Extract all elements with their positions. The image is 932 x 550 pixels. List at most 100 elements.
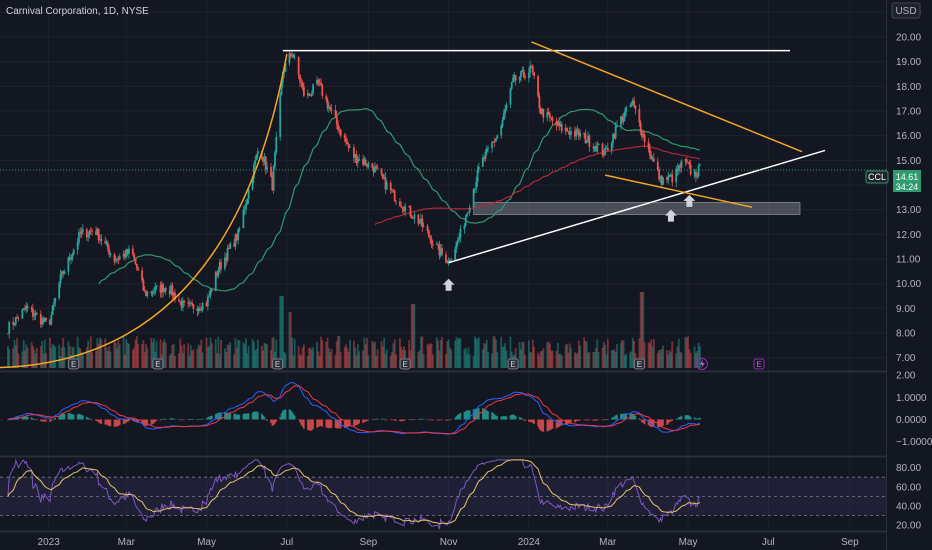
macd-histogram-bar	[242, 413, 245, 420]
volume-bar	[321, 340, 324, 368]
volume-bar	[454, 340, 457, 368]
support-zone[interactable]	[473, 201, 801, 215]
price-axis[interactable]: 21.0020.0019.0018.0017.0016.0015.0014.00…	[886, 0, 932, 550]
candle-body	[474, 188, 476, 190]
candle-body	[264, 156, 267, 170]
volume-bar	[297, 346, 300, 368]
price-tick-label: 11.00	[896, 255, 921, 266]
macd-histogram-bar	[330, 419, 333, 428]
candle-body	[641, 132, 643, 137]
volume-bar	[393, 339, 396, 368]
trendlines[interactable]	[0, 41, 826, 369]
volume-bar	[389, 355, 392, 368]
macd-histogram-bar	[188, 419, 191, 420]
volume-bar	[689, 352, 692, 368]
volume-bar	[308, 348, 311, 368]
upper-wedge-line[interactable]	[531, 41, 803, 153]
volume-bar	[67, 341, 70, 368]
candle-body	[45, 317, 47, 321]
volume-bar	[579, 345, 582, 368]
volume-bar	[487, 351, 489, 368]
candle-body	[85, 229, 88, 237]
volume-bar	[122, 336, 125, 368]
support-zone-rect[interactable]	[473, 201, 801, 215]
macd-histogram-bar	[639, 419, 642, 421]
currency-label[interactable]: USD	[895, 6, 916, 17]
volume-bar	[264, 343, 267, 368]
macd-histogram-bar	[363, 419, 366, 423]
macd-histogram-bar	[685, 415, 688, 420]
candle-body	[512, 77, 514, 83]
candle-body	[135, 263, 138, 269]
candle-body	[171, 285, 174, 296]
volume-bar	[88, 350, 91, 368]
volume-bar	[435, 337, 438, 368]
volume-bar	[87, 340, 90, 368]
candle-body	[220, 262, 222, 269]
candle-body	[299, 74, 301, 82]
macd-histogram-bar	[659, 419, 662, 427]
candle-body	[58, 283, 61, 298]
macd-histogram-bar	[328, 419, 330, 429]
macd-histogram-bar	[24, 416, 26, 420]
price-tick-label: 20.00	[896, 33, 921, 44]
candle-body	[329, 107, 332, 110]
candle-body	[68, 257, 71, 260]
candle-body	[629, 106, 632, 108]
volume-bar	[588, 351, 591, 368]
macd-histogram-bar	[307, 419, 309, 430]
macd-histogram-bar	[372, 419, 375, 421]
macd-histogram-bar	[150, 419, 153, 425]
candle-body	[335, 116, 338, 125]
candle-body	[145, 291, 147, 296]
volume-bar	[181, 352, 184, 368]
macd-histogram-bar	[493, 414, 496, 420]
volume-bar	[481, 349, 484, 368]
time-axis[interactable]: 2023 Mar May Jul Sep Nov 2024 Mar May Jul Sep	[38, 537, 860, 548]
macd-histogram-bar	[476, 408, 479, 420]
macd-histogram-bar	[391, 419, 393, 421]
candle-body	[163, 288, 166, 293]
macd-histogram-bar	[22, 416, 25, 420]
candle-body	[579, 133, 582, 137]
lower-wedge-line[interactable]	[604, 174, 753, 208]
volume-bar	[316, 341, 318, 368]
volume-bar	[131, 349, 134, 368]
candle-body	[217, 270, 220, 276]
macd-histogram-bar	[375, 418, 378, 420]
volume-bar	[472, 355, 475, 368]
volume-bar	[168, 355, 171, 368]
parabolic-curve[interactable]	[0, 54, 288, 369]
currency-button[interactable]: USD	[891, 2, 921, 19]
volume-bar	[391, 351, 393, 368]
earnings-E-icon	[633, 358, 645, 370]
macd-histogram-bar	[297, 419, 300, 420]
support-trendline[interactable]	[448, 149, 826, 264]
macd-histogram-bar	[179, 419, 182, 421]
macd-histogram-bar	[666, 419, 668, 425]
macd-histogram-bar	[592, 419, 595, 421]
candle-body	[196, 308, 199, 311]
pane-dividers[interactable]	[0, 370, 932, 533]
volume-bar	[418, 350, 421, 368]
volume-bar	[573, 352, 576, 368]
candle-body	[693, 171, 696, 175]
macd-tick-label: −1.0000	[896, 437, 932, 448]
macd-histogram-bar	[457, 414, 459, 420]
volume-bar	[85, 347, 88, 368]
volume-bar	[49, 337, 51, 368]
volume-bar	[466, 353, 468, 368]
candle-body	[375, 166, 378, 168]
candle-body	[454, 248, 457, 261]
volume-bar	[400, 346, 403, 368]
macd-histogram-bar	[82, 415, 84, 420]
macd-histogram-bar	[355, 419, 358, 426]
volume-bar	[631, 337, 634, 368]
volume-bar	[429, 343, 432, 368]
candle-body	[413, 214, 416, 219]
macd-histogram-bar	[579, 419, 581, 421]
candle-body	[651, 158, 654, 160]
candle-body	[78, 232, 80, 243]
volume-bar	[356, 344, 359, 368]
